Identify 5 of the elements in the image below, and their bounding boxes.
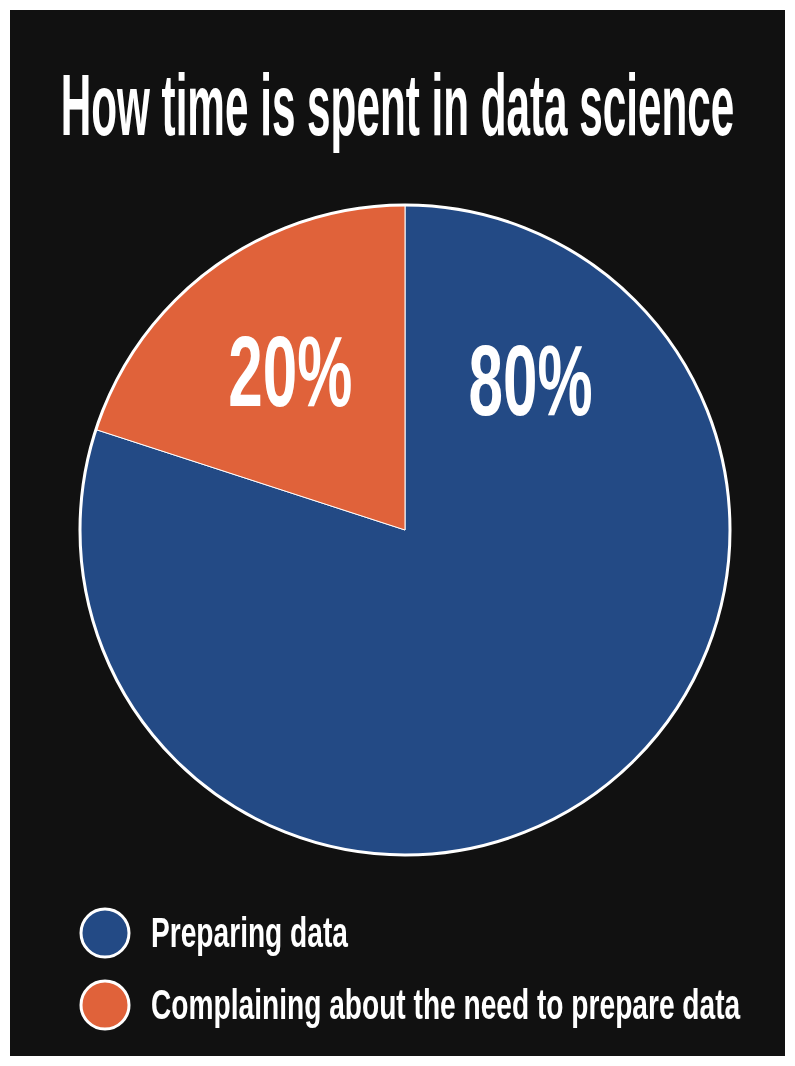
data-label: 20% <box>228 316 353 429</box>
data-label: 80% <box>468 324 593 437</box>
legend-label: Preparing data <box>151 909 349 957</box>
legend-label: Complaining about the need to prepare data <box>151 981 742 1029</box>
chart-title: How time is spent in data science <box>60 55 735 155</box>
